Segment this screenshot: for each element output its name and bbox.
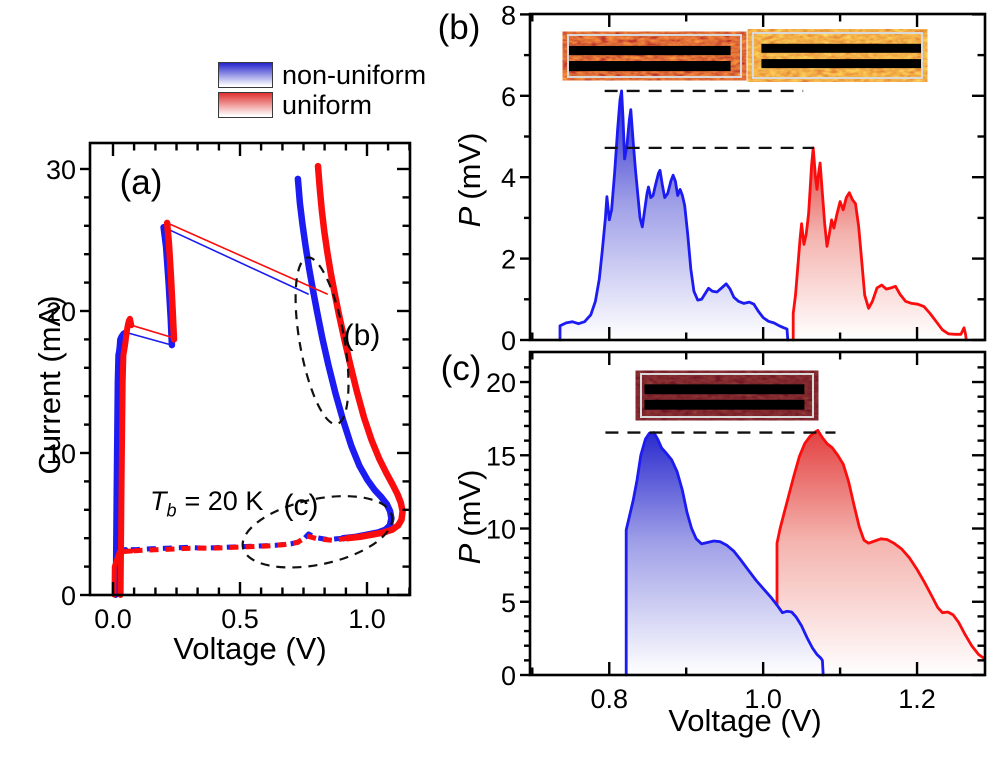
near-field-inset-c (640, 373, 814, 418)
panel-b-y-unit: (mV) (452, 132, 487, 200)
legend-item-uniform: uniform (218, 89, 426, 120)
svg-text:1.0: 1.0 (348, 604, 386, 634)
svg-text:30: 30 (46, 155, 76, 185)
panel-a-y-axis-title: Current (mA) (32, 295, 67, 475)
svg-text:1.0: 1.0 (744, 684, 782, 714)
panel-c-label: (c) (440, 349, 482, 388)
svg-text:10: 10 (486, 515, 516, 545)
panel-b-y-symbol: P (452, 206, 487, 228)
svg-text:20: 20 (46, 297, 76, 327)
svg-text:0.0: 0.0 (94, 604, 132, 634)
temperature-value: = 20 K (184, 486, 264, 516)
svg-text:2: 2 (501, 245, 516, 275)
panel-a-label: (a) (119, 163, 163, 202)
svg-text:0: 0 (61, 581, 76, 611)
panel-c-y-symbol: P (452, 543, 487, 565)
non-uniform-gradient-swatch (218, 62, 273, 88)
legend-item-non-uniform: non-uniform (218, 59, 427, 90)
uniform-gradient-swatch (218, 92, 273, 118)
near-field-inset-b (567, 34, 742, 78)
panel-c-x-axis-title: Voltage (V) (668, 703, 822, 738)
svg-text:4: 4 (501, 163, 516, 193)
svg-text:0.5: 0.5 (221, 604, 259, 634)
svg-text:5: 5 (501, 588, 516, 618)
panel-b-label: (b) (437, 8, 481, 47)
svg-text:20: 20 (486, 368, 516, 398)
temperature-symbol: T (150, 486, 167, 516)
svg-text:0: 0 (501, 661, 516, 691)
panel-b-y-axis-title: P (mV) (452, 133, 488, 228)
legend-label-non-uniform: non-uniform (282, 59, 427, 90)
svg-text:15: 15 (486, 441, 516, 471)
svg-text:10: 10 (46, 439, 76, 469)
region-b-ellipse-label: (b) (343, 319, 381, 352)
near-field-inset-b (752, 32, 923, 79)
panel-c-y-axis-title: P (mV) (452, 470, 488, 565)
legend: non-uniform uniform (218, 59, 427, 122)
legend-label-uniform: uniform (282, 89, 373, 120)
svg-text:6: 6 (501, 82, 516, 112)
svg-text:0.8: 0.8 (590, 684, 628, 714)
temperature-subscript: b (166, 500, 177, 521)
svg-text:8: 8 (501, 0, 516, 30)
bath-temperature-annotation: Tb = 20 K (150, 486, 263, 521)
region-c-ellipse-label: (c) (283, 489, 319, 522)
panel-a-x-axis-title: Voltage (V) (173, 631, 327, 666)
svg-text:1.2: 1.2 (898, 684, 936, 714)
svg-text:0: 0 (501, 326, 516, 356)
panel-c-y-unit: (mV) (452, 469, 487, 537)
